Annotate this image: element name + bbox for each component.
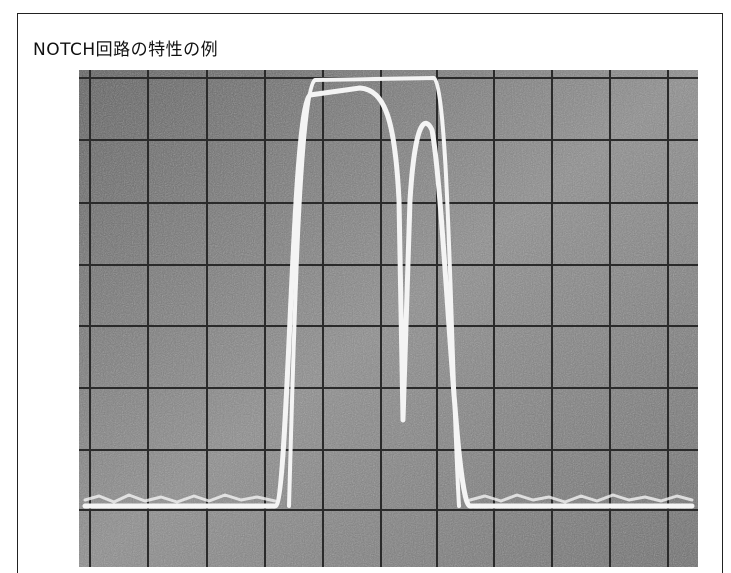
figure-frame (17, 13, 723, 573)
noise-floor-left (83, 493, 277, 504)
passband-trace (287, 76, 461, 508)
notch-trace (82, 85, 695, 509)
traces (82, 76, 695, 509)
noise-floor-right (468, 493, 694, 504)
figure-title: NOTCH回路の特性の例 (33, 40, 219, 60)
oscilloscope-photo (79, 70, 698, 567)
screen-grain (79, 70, 698, 567)
